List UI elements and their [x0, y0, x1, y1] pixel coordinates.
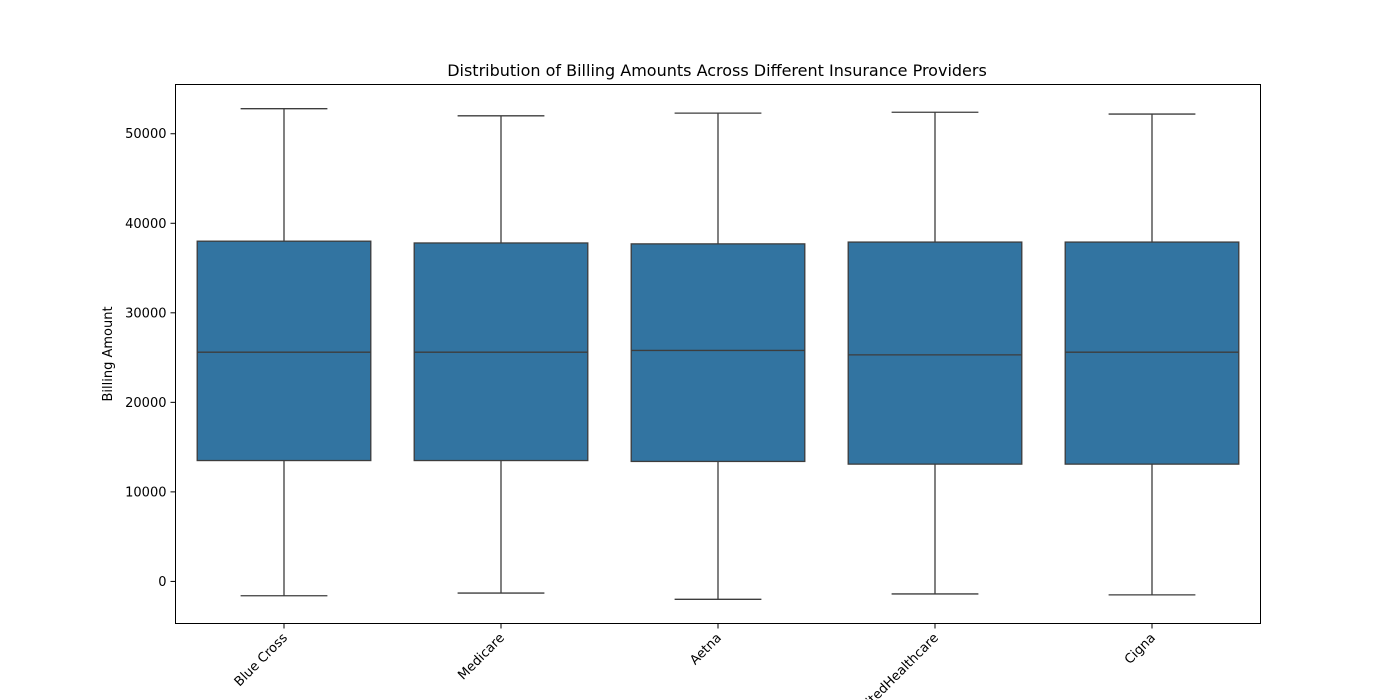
chart-title: Distribution of Billing Amounts Across D…: [447, 61, 987, 80]
box-group: [413, 115, 589, 594]
box-group: [847, 111, 1023, 595]
y-tick-label: 10000: [125, 485, 166, 500]
iqr-box: [196, 240, 372, 462]
box-group: [630, 112, 806, 600]
x-axis: Blue Cross Medicare Aetna UnitedHealthcare C…: [232, 623, 1159, 700]
x-tick-label: Blue Cross: [232, 631, 291, 690]
box-group: [1064, 113, 1240, 596]
x-tick-label: Cigna: [1122, 631, 1159, 668]
y-tick-label: 40000: [125, 217, 166, 232]
y-axis-label: Billing Amount: [101, 306, 116, 401]
y-tick-label: 0: [158, 575, 166, 590]
x-tick-label: UnitedHealthcare: [851, 631, 942, 700]
x-tick-label: Aetna: [687, 631, 724, 668]
x-tick-label: Medicare: [455, 631, 508, 684]
y-tick-label: 30000: [125, 306, 166, 321]
iqr-box: [1064, 241, 1240, 465]
iqr-box: [847, 241, 1023, 465]
y-tick-label: 50000: [125, 127, 166, 142]
iqr-box: [630, 243, 806, 463]
y-axis: 0 10000 20000 30000 40000 50000: [125, 127, 176, 590]
plot-area: [196, 108, 1240, 600]
y-tick-label: 20000: [125, 396, 166, 411]
box-group: [196, 108, 372, 597]
